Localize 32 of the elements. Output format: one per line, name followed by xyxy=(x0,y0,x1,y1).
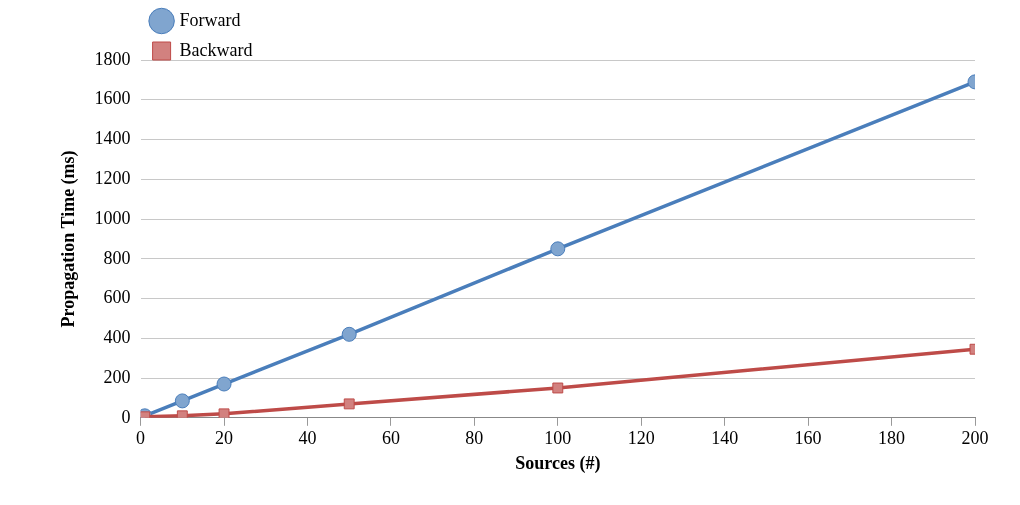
y-tick-label: 1000 xyxy=(94,207,131,228)
y-tick-label: 1400 xyxy=(94,128,131,149)
point xyxy=(218,408,230,418)
x-tick-label: 120 xyxy=(627,428,655,449)
x-tick-label: 160 xyxy=(794,428,822,449)
point xyxy=(550,241,566,257)
x-tick-label: 60 xyxy=(381,428,400,449)
x-tick-label: 140 xyxy=(711,428,739,449)
x-tick-label: 100 xyxy=(544,428,572,449)
point xyxy=(174,393,190,409)
y-tick-label: 200 xyxy=(103,366,131,387)
y-tick-label: 1800 xyxy=(94,48,131,69)
point xyxy=(341,326,357,342)
y-axis-title: Propagation Time (ms) xyxy=(58,150,80,328)
y-tick-label: 1200 xyxy=(94,168,131,188)
y-tick-label: 600 xyxy=(103,287,131,308)
x-axis-title: Sources (#) xyxy=(515,452,601,474)
point xyxy=(343,398,355,410)
x-tick-label: 200 xyxy=(961,428,989,449)
y-tick-label: 0 xyxy=(121,406,131,427)
y-tick-label: 400 xyxy=(103,327,131,348)
y-tick-label: 1600 xyxy=(94,88,131,109)
legend-label: Backward xyxy=(179,39,253,60)
legend-label: Forward xyxy=(179,9,241,30)
x-tick-label: 80 xyxy=(465,428,484,449)
x-tick-label: 20 xyxy=(215,428,234,449)
point xyxy=(552,382,564,394)
x-tick-label: 40 xyxy=(298,428,317,449)
x-tick-label: 0 xyxy=(136,428,146,449)
point xyxy=(216,376,232,392)
x-tick-label: 180 xyxy=(878,428,906,449)
y-tick-label: 800 xyxy=(103,247,131,268)
